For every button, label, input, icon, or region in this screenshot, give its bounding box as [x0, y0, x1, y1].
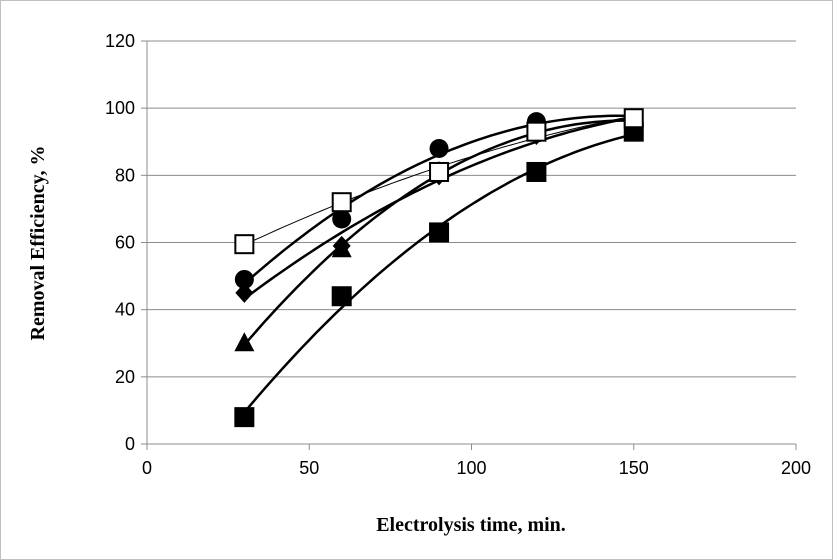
point-triangle-60	[331, 238, 352, 258]
trendlines	[243, 114, 635, 414]
axes	[141, 40, 797, 450]
point-square-open-120	[526, 121, 547, 142]
x-axis-title: Electrolysis time, min.	[376, 514, 566, 536]
y-tick-label-20: 20	[115, 367, 135, 387]
point-square-90	[429, 222, 450, 243]
x-tick-label-200: 200	[781, 458, 811, 478]
point-square-open-60	[331, 192, 352, 213]
data-markers	[234, 108, 644, 428]
tick-labels: 0 20 40 60 80 100 120 0 50 100 150 200	[105, 31, 811, 478]
point-triangle-30	[234, 332, 255, 352]
y-tick-label-40: 40	[115, 300, 135, 320]
y-tick-label-60: 60	[115, 233, 135, 253]
point-square-30	[234, 407, 255, 428]
y-tick-label-0: 0	[125, 434, 135, 454]
x-tick-label-0: 0	[142, 458, 152, 478]
x-tick-label-50: 50	[299, 458, 319, 478]
x-tick-label-100: 100	[456, 458, 486, 478]
point-circle-30	[234, 269, 254, 289]
point-diamond-30	[235, 282, 254, 303]
y-axis-title: Removal Efficiency, %	[27, 146, 49, 341]
point-circle-90	[429, 138, 449, 158]
point-circle-60	[332, 209, 352, 229]
y-tick-label-100: 100	[105, 98, 135, 118]
point-square-120	[526, 161, 547, 182]
point-square-open-30	[234, 234, 255, 255]
point-square-open-150	[623, 108, 644, 129]
y-tick-label-120: 120	[105, 31, 135, 51]
x-tick-label-150: 150	[619, 458, 649, 478]
y-tick-label-80: 80	[115, 165, 135, 185]
point-square-open-90	[429, 161, 450, 182]
grid-lines	[147, 40, 796, 378]
point-square-60	[331, 286, 352, 307]
